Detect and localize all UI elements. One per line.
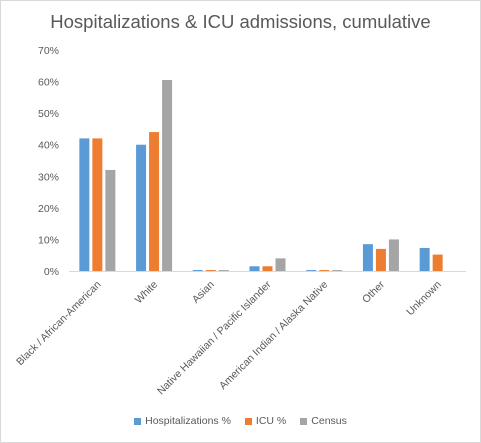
y-tick-label: 60% bbox=[38, 77, 59, 89]
y-tick-label: 0% bbox=[44, 266, 59, 278]
bar[interactable] bbox=[105, 169, 116, 271]
bar[interactable] bbox=[79, 138, 90, 271]
y-tick-label: 40% bbox=[38, 140, 59, 152]
legend-item[interactable]: ICU % bbox=[244, 415, 287, 427]
bar[interactable] bbox=[388, 239, 399, 271]
legend-swatch bbox=[244, 417, 252, 425]
x-tick-label: Native Hawaiian / Pacific Islander bbox=[155, 278, 274, 397]
legend-label: ICU % bbox=[255, 415, 287, 427]
legend-label: Census bbox=[311, 415, 347, 427]
bar[interactable] bbox=[192, 270, 203, 271]
bar[interactable] bbox=[136, 144, 147, 271]
bar[interactable] bbox=[218, 270, 229, 271]
x-tick-label: White bbox=[133, 279, 161, 307]
legend-swatch bbox=[134, 417, 142, 425]
bar[interactable] bbox=[432, 254, 443, 271]
x-tick-label: Black / African-American bbox=[14, 279, 103, 368]
bar[interactable] bbox=[205, 270, 216, 271]
legend: Hospitalizations % ICU % Census bbox=[1, 415, 480, 427]
bar[interactable] bbox=[275, 258, 286, 271]
y-tick-label: 30% bbox=[38, 171, 59, 183]
bar[interactable] bbox=[306, 270, 317, 271]
bar[interactable] bbox=[362, 244, 373, 271]
chart-title: Hospitalizations & ICU admissions, cumul… bbox=[50, 11, 431, 32]
bar[interactable] bbox=[162, 79, 173, 271]
x-tick-label: Other bbox=[360, 278, 387, 305]
legend-swatch bbox=[300, 417, 308, 425]
legend-item[interactable]: Census bbox=[300, 415, 347, 427]
bar[interactable] bbox=[149, 132, 160, 271]
y-tick-label: 20% bbox=[38, 203, 59, 215]
bar[interactable] bbox=[332, 270, 343, 271]
bar[interactable] bbox=[375, 248, 386, 271]
x-tick-label: Unknown bbox=[404, 279, 444, 319]
bar[interactable] bbox=[419, 247, 430, 271]
bar[interactable] bbox=[249, 266, 260, 271]
y-tick-label: 70% bbox=[38, 45, 59, 57]
x-tick-label: American Indian / Alaska Native bbox=[217, 279, 330, 392]
bar[interactable] bbox=[262, 266, 273, 271]
y-tick-label: 50% bbox=[38, 108, 59, 120]
bar[interactable] bbox=[92, 138, 103, 271]
bar[interactable] bbox=[319, 270, 330, 271]
x-tick-label: Asian bbox=[190, 279, 217, 306]
legend-item[interactable]: Hospitalizations % bbox=[134, 415, 231, 427]
y-tick-label: 10% bbox=[38, 234, 59, 246]
legend-label: Hospitalizations % bbox=[145, 415, 231, 427]
